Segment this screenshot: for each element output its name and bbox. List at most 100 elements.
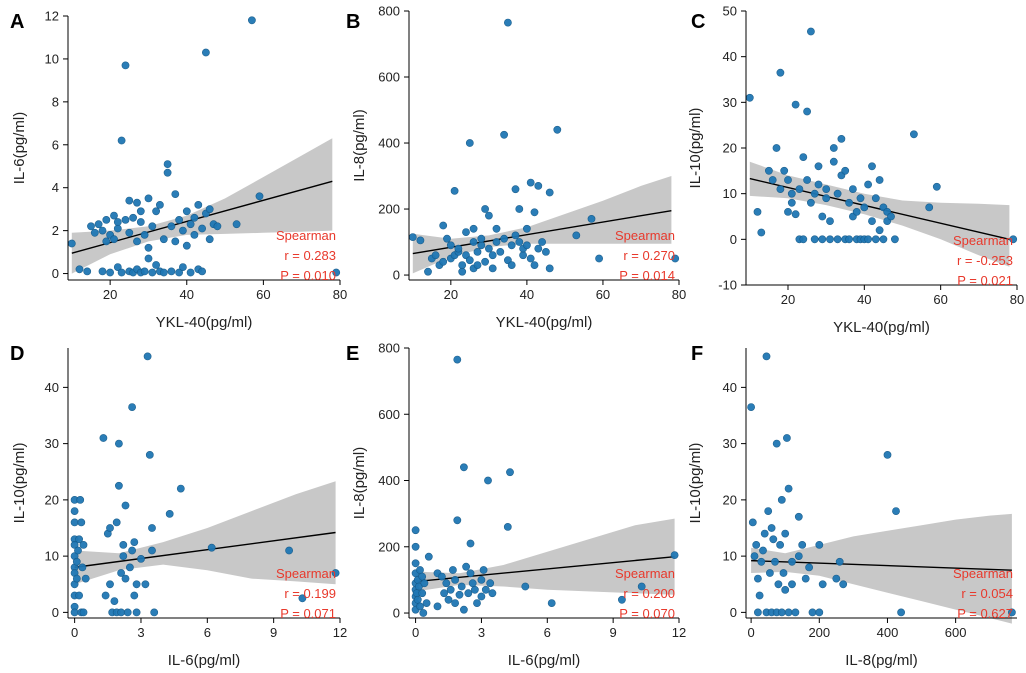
data-point-f-30 xyxy=(788,557,796,566)
data-point-d-61 xyxy=(331,569,340,577)
data-point-b-0 xyxy=(408,233,417,241)
data-point-c-52 xyxy=(864,235,872,244)
data-point-e-36 xyxy=(459,605,468,614)
data-point-f-10 xyxy=(762,352,771,361)
data-point-c-41 xyxy=(845,198,853,207)
data-point-b-24 xyxy=(473,247,482,256)
data-point-b-1 xyxy=(416,236,425,245)
stat-p-c: P = 0.021 xyxy=(957,273,1013,288)
data-point-a-14 xyxy=(113,224,122,233)
data-point-f-25 xyxy=(781,529,790,538)
data-point-f-16 xyxy=(769,535,778,544)
panel-e: 0 3 6 9 12 0 200 400 600 800 IL-6(pg/ml) IL-8(pg/ml… xyxy=(346,341,686,670)
y-tick-label-f-0: 0 xyxy=(730,605,737,620)
data-point-e-54 xyxy=(547,599,556,607)
data-point-f-40 xyxy=(815,608,824,617)
data-point-b-25 xyxy=(473,261,482,269)
data-point-b-61 xyxy=(553,125,562,134)
data-point-c-55 xyxy=(871,194,880,203)
x-tick-label-e-2: 6 xyxy=(544,625,551,640)
data-point-b-28 xyxy=(481,257,489,266)
y-tick-label-d-4: 40 xyxy=(45,380,59,395)
y-tick-label-d-1: 10 xyxy=(45,549,59,564)
data-point-c-20 xyxy=(803,107,811,116)
x-axis-label-a: YKL-40(pg/ml) xyxy=(156,314,253,331)
data-point-f-8 xyxy=(759,546,767,555)
data-point-d-40 xyxy=(121,574,130,583)
data-point-c-34 xyxy=(829,144,838,152)
data-point-e-51 xyxy=(503,523,512,531)
data-point-f-46 xyxy=(892,507,900,515)
data-point-a-12 xyxy=(110,211,118,220)
data-point-e-41 xyxy=(468,579,477,588)
data-point-f-48 xyxy=(1008,608,1016,617)
data-point-c-35 xyxy=(833,235,842,244)
y-tick-label-f-4: 40 xyxy=(723,380,737,395)
data-point-b-45 xyxy=(515,238,524,246)
data-point-c-5 xyxy=(772,144,781,152)
panel-b: 20 40 60 800200400600800YKL-40(pg/ml)IL-8(p… xyxy=(346,4,686,332)
data-point-d-21 xyxy=(79,541,88,549)
stat-r-d: r = 0.199 xyxy=(284,586,336,601)
data-point-a-27 xyxy=(133,237,141,246)
data-point-b-46 xyxy=(515,205,524,213)
data-point-e-46 xyxy=(479,566,488,574)
data-point-d-41 xyxy=(123,608,132,617)
data-point-b-30 xyxy=(484,211,493,220)
data-point-c-12 xyxy=(787,198,796,207)
data-point-b-36 xyxy=(496,247,505,256)
data-point-b-44 xyxy=(511,231,520,240)
data-point-d-35 xyxy=(117,569,125,577)
data-point-a-70 xyxy=(213,222,222,231)
data-point-d-11 xyxy=(70,608,79,617)
data-point-f-29 xyxy=(784,608,793,617)
data-point-f-21 xyxy=(776,541,784,549)
data-point-d-28 xyxy=(106,580,114,589)
y-tick-label-c-0: -10 xyxy=(718,278,737,293)
data-point-c-24 xyxy=(810,189,819,198)
data-point-b-27 xyxy=(477,234,486,243)
x-tick-label-d-2: 6 xyxy=(204,625,211,640)
x-tick-label-b-2: 60 xyxy=(596,287,610,302)
data-point-f-23 xyxy=(777,608,786,617)
data-point-e-35 xyxy=(459,463,468,472)
data-point-d-19 xyxy=(77,518,86,527)
data-point-b-26 xyxy=(477,241,486,250)
data-point-b-31 xyxy=(484,244,493,253)
stat-r-c: r = -0.253 xyxy=(957,253,1013,268)
data-point-c-21 xyxy=(807,27,815,36)
data-point-d-51 xyxy=(143,352,152,361)
data-point-a-34 xyxy=(144,194,153,203)
y-tick-label-d-0: 0 xyxy=(52,605,59,620)
data-point-d-4 xyxy=(70,541,79,549)
data-point-a-63 xyxy=(198,224,206,233)
data-point-a-67 xyxy=(205,205,214,214)
y-tick-label-a-4: 8 xyxy=(52,94,59,109)
data-point-b-8 xyxy=(443,234,451,243)
data-point-b-62 xyxy=(572,231,581,240)
data-point-d-45 xyxy=(130,538,139,546)
y-axis-label-c: IL-10(pg/ml) xyxy=(687,108,704,189)
data-point-a-8 xyxy=(102,237,111,246)
stat-p-d: P = 0.071 xyxy=(280,606,336,621)
data-point-a-53 xyxy=(178,226,187,235)
data-point-a-42 xyxy=(155,200,164,209)
data-point-f-36 xyxy=(801,574,810,583)
data-point-c-54 xyxy=(868,217,876,225)
data-point-a-38 xyxy=(148,268,157,277)
data-point-e-57 xyxy=(670,551,679,559)
stat-method-c: Spearman xyxy=(953,233,1013,248)
data-point-f-45 xyxy=(883,450,892,459)
data-point-a-23 xyxy=(125,196,134,205)
data-point-d-16 xyxy=(75,591,83,600)
y-tick-label-a-0: 0 xyxy=(52,266,59,281)
regression-line-e xyxy=(415,556,675,583)
data-point-a-72 xyxy=(247,16,256,25)
data-point-e-11 xyxy=(413,595,422,604)
data-point-c-1 xyxy=(753,207,762,216)
data-point-b-29 xyxy=(481,205,489,213)
data-point-b-2 xyxy=(424,267,432,276)
data-point-a-55 xyxy=(182,207,191,216)
data-point-f-44 xyxy=(839,580,848,589)
y-tick-label-c-2: 10 xyxy=(723,186,737,201)
